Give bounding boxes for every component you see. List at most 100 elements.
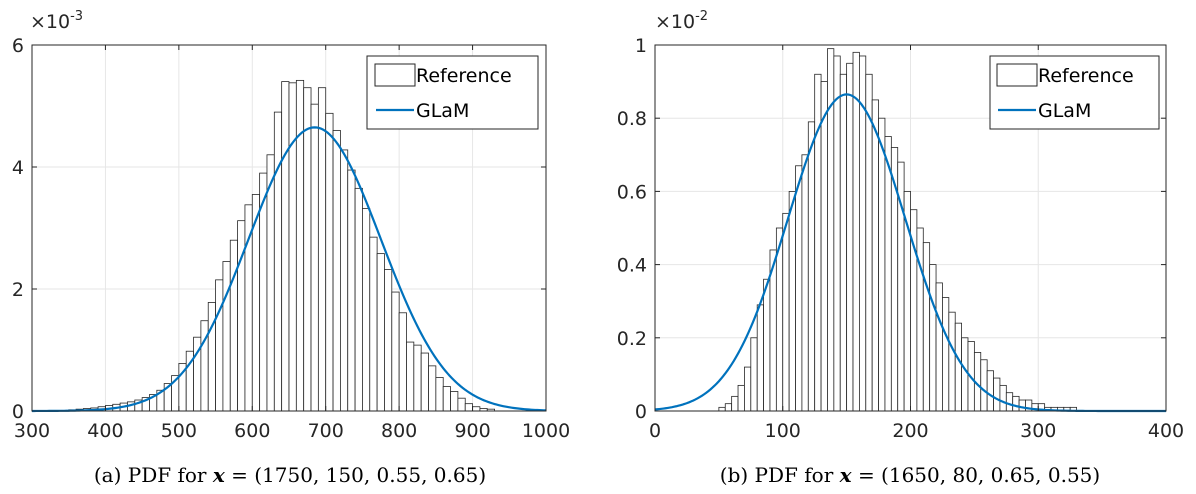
exponent-label-a: ×10-3 xyxy=(30,9,83,33)
y-tick-label: 0.2 xyxy=(617,328,647,350)
panel-a: 300 400 500 600 700 800 900 1000 0 2 4 6 ×10-3 Ref… xyxy=(12,9,570,487)
histogram-bar xyxy=(718,406,726,412)
y-tick-label: 0 xyxy=(635,401,647,423)
histogram-bar xyxy=(406,341,415,412)
histogram-bar xyxy=(795,165,803,412)
exponent-label-b: ×10-2 xyxy=(655,9,708,33)
histogram-bar xyxy=(1018,399,1026,412)
legend-label-glam-b: GLaM xyxy=(1038,100,1091,122)
histogram-bar xyxy=(362,208,371,412)
y-tick-label: 1 xyxy=(635,35,647,57)
histogram-bar xyxy=(986,370,994,412)
histogram-bar xyxy=(281,81,290,412)
x-tick-label: 200 xyxy=(892,420,928,442)
x-tick-label: 900 xyxy=(454,420,490,442)
histogram-bar xyxy=(731,395,739,412)
ticks-b xyxy=(654,44,1167,412)
panel-b: 0 100 200 300 400 0 0.2 0.4 0.6 0.8 1 ×10-2 Refer… xyxy=(617,9,1184,487)
histogram-bar xyxy=(347,169,356,412)
legend-swatch-reference-b xyxy=(996,63,1038,87)
x-tick-labels-a: 300 400 500 600 700 800 900 1000 xyxy=(14,420,570,442)
histogram-bar xyxy=(398,312,407,412)
histogram-bar xyxy=(750,337,758,412)
x-tick-label: 0 xyxy=(649,420,661,442)
x-tick-label: 400 xyxy=(87,420,123,442)
y-tick-label: 0.6 xyxy=(617,181,647,203)
histogram-bar xyxy=(922,242,931,412)
histogram-bar xyxy=(724,403,733,412)
y-tick-label: 0 xyxy=(12,401,24,423)
x-tick-label: 600 xyxy=(234,420,270,442)
legend-label-reference-b: Reference xyxy=(1038,65,1134,87)
histogram-bar xyxy=(884,136,892,412)
y-tick-label: 0.4 xyxy=(617,255,647,277)
histogram-bar xyxy=(472,406,481,412)
histogram-bar xyxy=(391,291,400,412)
histogram-bar xyxy=(782,212,790,412)
histogram-bar xyxy=(865,73,873,412)
histogram-bar xyxy=(354,187,363,412)
histogram-bar xyxy=(273,111,283,412)
histogram-bar xyxy=(871,99,879,412)
histogram-bar xyxy=(288,82,297,412)
histogram-bar xyxy=(801,154,809,412)
histogram-bar xyxy=(846,62,854,412)
histogram-bar xyxy=(807,121,816,412)
y-tick-label: 0.8 xyxy=(617,108,647,130)
histogram-bar xyxy=(295,79,305,412)
histogram-bar xyxy=(229,239,238,412)
histogram-bar xyxy=(737,384,745,412)
histogram-bar xyxy=(839,73,848,412)
histogram-a xyxy=(60,79,495,412)
ticks-a xyxy=(31,44,547,412)
x-tick-label: 500 xyxy=(161,420,197,442)
histogram-bar xyxy=(820,81,828,412)
histogram-bar xyxy=(413,344,422,412)
histogram-bar xyxy=(384,269,393,412)
histogram-bar xyxy=(961,337,969,412)
histogram-bar xyxy=(339,149,349,412)
histogram-bar xyxy=(244,204,253,412)
histogram-bar xyxy=(744,366,752,412)
axes-box-a xyxy=(31,44,547,412)
histogram-bar xyxy=(457,397,466,412)
caption-a: (a) PDF for x = (1750, 150, 0.55, 0.65) xyxy=(94,463,486,487)
y-tick-label: 2 xyxy=(12,279,24,301)
legend-label-reference-a: Reference xyxy=(416,65,512,87)
histogram-bar xyxy=(935,282,943,412)
histogram-bar xyxy=(788,190,796,412)
histogram-bar xyxy=(310,103,319,412)
caption-b: (b) PDF for x = (1650, 80, 0.65, 0.55) xyxy=(720,463,1100,487)
histogram-bar xyxy=(756,304,764,412)
histogram-bar xyxy=(332,129,341,412)
histogram-bar xyxy=(833,55,841,412)
x-tick-label: 400 xyxy=(1148,420,1184,442)
histogram-b xyxy=(718,48,1077,412)
x-tick-label: 800 xyxy=(381,420,417,442)
x-tick-label: 300 xyxy=(1020,420,1056,442)
legend-label-glam-a: GLaM xyxy=(416,100,469,122)
histogram-bar xyxy=(948,311,956,412)
histogram-bar xyxy=(325,112,334,412)
histogram-bar xyxy=(222,261,231,412)
histogram-bar xyxy=(852,51,860,412)
legend-swatch-reference-a xyxy=(374,63,416,87)
x-tick-label: 1000 xyxy=(522,420,570,442)
y-tick-labels-a: 0 2 4 6 xyxy=(12,35,24,423)
histogram-bar xyxy=(464,403,473,412)
x-tick-labels-b: 0 100 200 300 400 xyxy=(649,420,1184,442)
histogram-bar xyxy=(420,352,429,412)
histogram-bar xyxy=(376,253,385,412)
histogram-bar xyxy=(317,87,327,412)
histogram-bar xyxy=(999,384,1007,412)
histogram-bar xyxy=(303,87,312,412)
glam-curve-a xyxy=(32,126,547,413)
histogram-bar xyxy=(435,377,444,412)
histogram-bar xyxy=(428,365,437,412)
histogram-bar xyxy=(954,322,963,412)
histogram-bar xyxy=(980,359,988,412)
x-tick-label: 100 xyxy=(765,420,801,442)
histogram-bar xyxy=(929,264,937,412)
histogram-bar xyxy=(942,297,950,412)
